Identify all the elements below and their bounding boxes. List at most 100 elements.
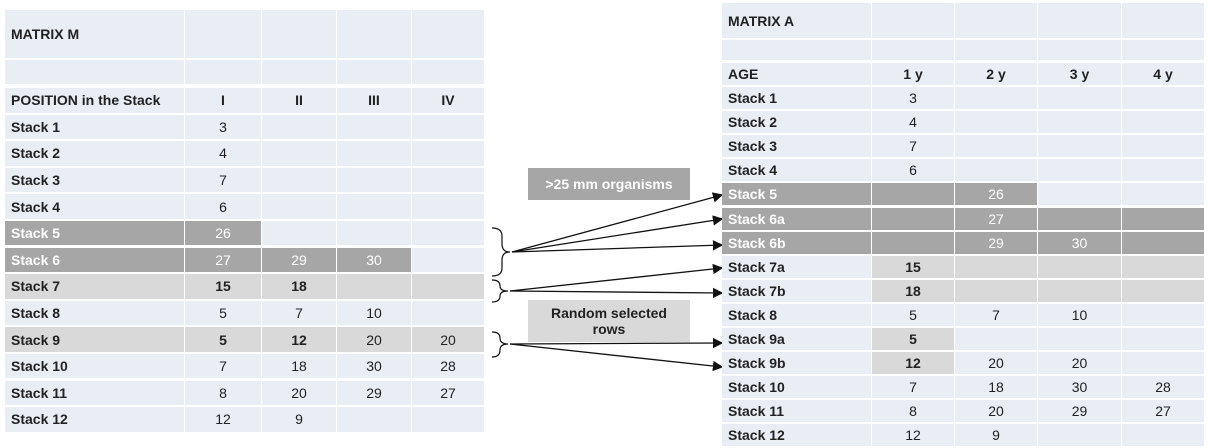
random-label: Random selected rows: [528, 300, 690, 342]
row-label: Stack 1: [722, 87, 872, 112]
table-cell: [1038, 3, 1122, 40]
column-header: I: [185, 88, 262, 115]
table-cell: [262, 10, 337, 60]
column-header: III: [337, 88, 412, 115]
table-cell: [412, 407, 485, 434]
table-title: MATRIX A: [722, 3, 872, 40]
table-cell: [872, 207, 955, 232]
table-cell: [262, 114, 337, 142]
table-cell: [955, 159, 1038, 184]
table-cell: [412, 194, 485, 221]
table-cell: [1038, 111, 1122, 136]
table-title: MATRIX M: [5, 10, 185, 60]
table-cell: [1038, 207, 1122, 232]
row-label: Stack 5: [722, 183, 872, 208]
table-cell: 30: [337, 353, 412, 381]
table-cell: 18: [872, 279, 955, 304]
table-cell: [337, 141, 412, 168]
row-label: Stack 9b: [722, 352, 872, 377]
table-cell: 6: [872, 159, 955, 184]
column-header: POSITION in the Stack: [5, 88, 185, 115]
table-cell: 12: [872, 424, 955, 448]
table-cell: [1122, 231, 1205, 256]
table-cell: [337, 60, 412, 86]
table-cell: 29: [955, 231, 1038, 256]
table-cell: [722, 40, 872, 62]
table-cell: [1122, 255, 1205, 280]
row-label: Stack 9: [5, 327, 185, 354]
column-header: 1 y: [872, 63, 955, 87]
row-label: Stack 11: [5, 380, 185, 408]
table-cell: 9: [955, 424, 1038, 448]
table-cell: [955, 3, 1038, 40]
table-cell: 7: [955, 303, 1038, 328]
row-label: Stack 2: [5, 141, 185, 168]
table-cell: [955, 328, 1038, 353]
table-cell: [412, 300, 485, 328]
table-cell: [412, 10, 485, 60]
table-cell: [1038, 328, 1122, 353]
column-header: II: [262, 88, 337, 115]
table-cell: [412, 247, 485, 275]
table-cell: [1122, 424, 1205, 448]
row-label: Stack 11: [722, 400, 872, 425]
table-cell: [1038, 40, 1122, 62]
row-label: Stack 5: [5, 220, 185, 248]
row-label: Stack 3: [5, 167, 185, 195]
table-cell: [262, 194, 337, 221]
table-cell: 4: [872, 111, 955, 136]
table-cell: 3: [872, 87, 955, 112]
row-label: Stack 9a: [722, 328, 872, 353]
table-cell: [1122, 328, 1205, 353]
table-cell: 20: [262, 380, 337, 408]
table-cell: [412, 220, 485, 248]
table-cell: 20: [1038, 352, 1122, 377]
table-cell: [337, 274, 412, 301]
table-cell: 7: [262, 300, 337, 328]
table-cell: [872, 40, 955, 62]
table-cell: [412, 60, 485, 86]
table-cell: 12: [262, 327, 337, 354]
table-cell: [872, 3, 955, 40]
table-cell: [1122, 40, 1205, 62]
table-cell: [955, 40, 1038, 62]
braces: [491, 227, 511, 358]
table-cell: 7: [872, 376, 955, 401]
table-cell: [412, 141, 485, 168]
table-cell: 5: [872, 328, 955, 353]
column-header: AGE: [722, 63, 872, 87]
table-cell: [872, 183, 955, 208]
table-cell: [337, 10, 412, 60]
table-cell: 5: [185, 300, 262, 328]
row-label: Stack 8: [5, 300, 185, 328]
row-label: Stack 8: [722, 303, 872, 328]
table-cell: [185, 10, 262, 60]
table-cell: 15: [872, 255, 955, 280]
table-cell: [1122, 207, 1205, 232]
row-label: Stack 4: [722, 159, 872, 184]
table-cell: [1122, 159, 1205, 184]
table-cell: 7: [185, 353, 262, 381]
table-cell: 29: [1038, 400, 1122, 425]
table-cell: [262, 60, 337, 86]
table-cell: 8: [185, 380, 262, 408]
table-cell: [955, 279, 1038, 304]
table-cell: 5: [185, 327, 262, 354]
table-cell: 27: [185, 247, 262, 275]
table-cell: [1122, 111, 1205, 136]
table-cell: [1122, 183, 1205, 208]
table-cell: [1038, 255, 1122, 280]
table-cell: 30: [1038, 376, 1122, 401]
table-cell: 26: [955, 183, 1038, 208]
table-cell: 30: [337, 247, 412, 275]
table-cell: 27: [1122, 400, 1205, 425]
table-cell: [412, 114, 485, 142]
table-cell: [337, 407, 412, 434]
row-label: Stack 7b: [722, 279, 872, 304]
table-cell: 26: [185, 220, 262, 248]
row-label: Stack 2: [722, 111, 872, 136]
table-cell: 28: [1122, 376, 1205, 401]
table-cell: [1122, 303, 1205, 328]
table-cell: [1038, 159, 1122, 184]
